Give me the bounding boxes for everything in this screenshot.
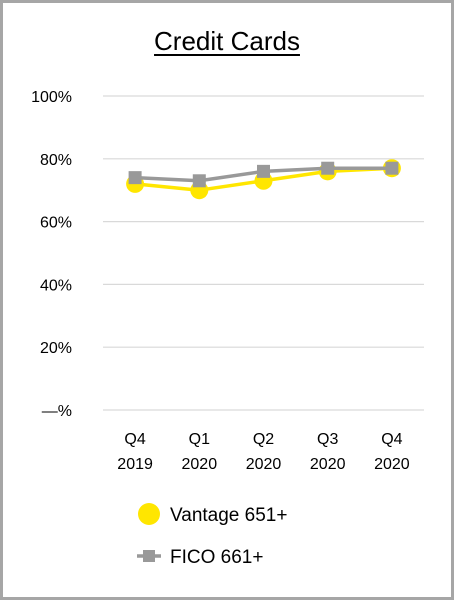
legend-label: Vantage 651+ — [170, 505, 287, 526]
y-tick-label: 100% — [31, 89, 72, 106]
y-tick-label: —% — [42, 403, 72, 420]
legend-marker — [143, 550, 155, 562]
legend-marker — [138, 503, 160, 525]
x-axis-ticks: Q4 2019 Q1 2020 Q2 2020 Q3 2020 Q4 2020 — [117, 431, 409, 473]
y-tick-label: 40% — [40, 277, 72, 294]
y-tick-label: 80% — [40, 152, 72, 169]
grid-lines — [103, 95, 424, 411]
chart-title: Credit Cards — [154, 26, 300, 56]
data-point — [257, 164, 270, 178]
x-tick-label: Q2 — [253, 431, 274, 448]
data-point — [385, 161, 399, 175]
legend-label: FICO 661+ — [170, 547, 263, 568]
x-tick-label-year: 2020 — [310, 456, 346, 473]
y-tick-label: 20% — [40, 340, 72, 357]
x-tick-label: Q3 — [317, 431, 338, 448]
series-layer — [126, 159, 401, 200]
x-tick-label: Q4 — [124, 431, 145, 448]
data-point — [321, 161, 335, 175]
data-point — [128, 171, 142, 185]
data-point — [192, 174, 206, 188]
legend-item: Vantage 651+ — [138, 503, 287, 526]
y-axis-ticks: —% 20% 40% 60% 80% 100% — [31, 89, 72, 420]
x-tick-label: Q4 — [381, 431, 402, 448]
x-tick-label-year: 2019 — [117, 456, 153, 473]
series-2 — [128, 161, 399, 188]
legend: Vantage 651+ FICO 661+ — [137, 503, 287, 568]
x-tick-label-year: 2020 — [374, 456, 410, 473]
x-tick-label-year: 2020 — [246, 456, 282, 473]
x-tick-label: Q1 — [189, 431, 210, 448]
y-tick-label: 60% — [40, 215, 72, 232]
legend-item: FICO 661+ — [137, 547, 263, 568]
x-tick-label-year: 2020 — [182, 456, 218, 473]
